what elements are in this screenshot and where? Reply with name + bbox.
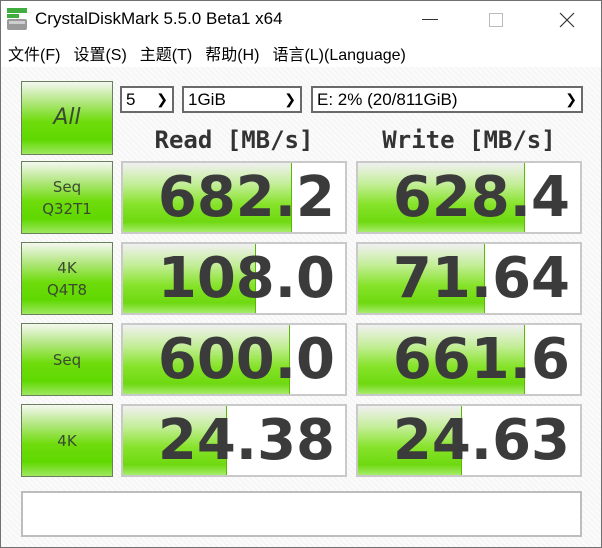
write-progress-bar bbox=[358, 406, 463, 475]
read-result-cell: 682.2 bbox=[121, 161, 347, 234]
write-progress-bar bbox=[358, 325, 525, 394]
read-result-cell: 108.0 bbox=[121, 242, 347, 315]
chevron-down-icon: ❯ bbox=[284, 91, 296, 107]
test-label-line1: Seq bbox=[52, 177, 82, 196]
read-header: Read [MB/s] bbox=[154, 126, 314, 154]
menu-help[interactable]: 帮助(H) bbox=[205, 46, 260, 64]
test-size-value: 1GiB bbox=[188, 90, 226, 109]
write-value: 71.64 bbox=[392, 246, 570, 311]
drive-value: E: 2% (20/811GiB) bbox=[317, 90, 458, 109]
comment-input[interactable] bbox=[21, 491, 582, 537]
test-label-line2: Q4T8 bbox=[46, 280, 88, 299]
minimize-button[interactable] bbox=[407, 1, 453, 38]
read-progress-bar bbox=[123, 244, 257, 313]
menu-file[interactable]: 文件(F) bbox=[8, 46, 61, 64]
test-button-row-3[interactable]: 4K bbox=[21, 404, 113, 477]
test-count-select[interactable]: 5 ❯ bbox=[120, 86, 174, 113]
write-value: 24.63 bbox=[392, 408, 570, 473]
all-button[interactable]: All bbox=[21, 81, 113, 155]
test-button-row-2[interactable]: Seq bbox=[21, 323, 113, 396]
chevron-down-icon: ❯ bbox=[156, 91, 168, 107]
test-button-row-1[interactable]: 4K Q4T8 bbox=[21, 242, 113, 315]
read-progress-bar bbox=[123, 325, 290, 394]
read-value: 108.0 bbox=[157, 246, 335, 311]
app-icon bbox=[7, 8, 27, 30]
write-value: 628.4 bbox=[392, 165, 570, 230]
test-label-line1: Seq bbox=[52, 350, 82, 369]
read-value: 682.2 bbox=[157, 165, 335, 230]
read-progress-bar bbox=[123, 406, 228, 475]
test-label-line1: 4K bbox=[57, 258, 77, 277]
write-value: 661.6 bbox=[392, 327, 570, 392]
maximize-icon bbox=[489, 12, 503, 27]
close-button[interactable] bbox=[544, 1, 590, 38]
chevron-down-icon: ❯ bbox=[565, 91, 577, 107]
write-result-cell: 661.6 bbox=[356, 323, 582, 396]
write-result-cell: 24.63 bbox=[356, 404, 582, 477]
test-label-line1: 4K bbox=[57, 431, 77, 450]
read-value: 600.0 bbox=[157, 327, 335, 392]
write-header: Write [MB/s] bbox=[382, 126, 556, 154]
test-count-value: 5 bbox=[126, 90, 136, 109]
read-value: 24.38 bbox=[157, 408, 335, 473]
drive-select[interactable]: E: 2% (20/811GiB) ❯ bbox=[311, 86, 583, 113]
write-progress-bar bbox=[358, 163, 525, 232]
menu-bar: 文件(F) 设置(S) 主题(T) 帮助(H) 语言(L)(Language) bbox=[1, 38, 601, 67]
menu-language[interactable]: 语言(L)(Language) bbox=[272, 46, 406, 64]
menu-settings[interactable]: 设置(S) bbox=[73, 46, 127, 64]
close-icon bbox=[559, 12, 575, 27]
window-title: CrystalDiskMark 5.5.0 Beta1 x64 bbox=[35, 9, 283, 28]
all-button-label: All bbox=[53, 105, 81, 130]
read-result-cell: 600.0 bbox=[121, 323, 347, 396]
read-progress-bar bbox=[123, 163, 292, 232]
minimize-icon bbox=[422, 19, 438, 20]
write-progress-bar bbox=[358, 244, 485, 313]
test-label-line2: Q32T1 bbox=[42, 199, 92, 218]
write-result-cell: 71.64 bbox=[356, 242, 582, 315]
maximize-button[interactable] bbox=[473, 1, 519, 38]
title-bar: CrystalDiskMark 5.5.0 Beta1 x64 bbox=[1, 1, 601, 38]
test-size-select[interactable]: 1GiB ❯ bbox=[182, 86, 302, 113]
read-result-cell: 24.38 bbox=[121, 404, 347, 477]
menu-theme[interactable]: 主题(T) bbox=[139, 46, 193, 64]
write-result-cell: 628.4 bbox=[356, 161, 582, 234]
test-button-row-0[interactable]: Seq Q32T1 bbox=[21, 161, 113, 234]
